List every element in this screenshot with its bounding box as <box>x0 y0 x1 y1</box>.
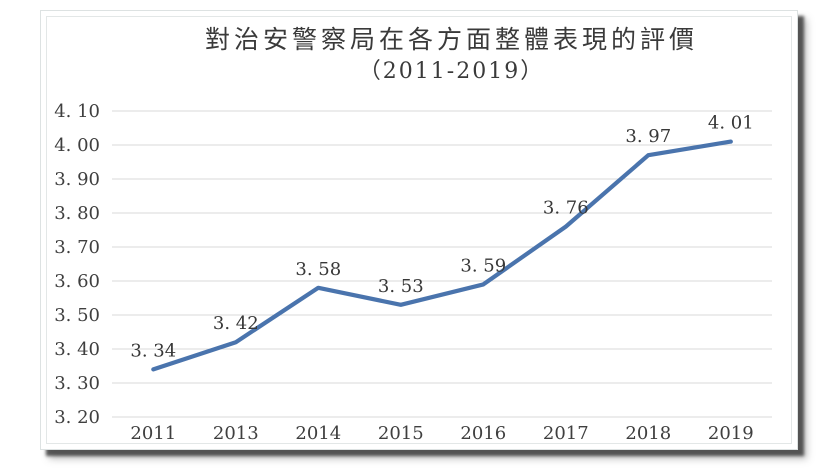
y-axis-tick-label: 3. 30 <box>54 373 100 394</box>
data-point-label: 3. 59 <box>460 255 506 276</box>
x-axis-tick-label: 2011 <box>130 423 176 444</box>
series-line <box>151 139 733 372</box>
x-axis-tick-label: 2014 <box>295 423 341 444</box>
y-axis-tick-label: 4. 00 <box>54 135 100 156</box>
x-axis-tick-label: 2017 <box>543 423 589 444</box>
y-axis-tick-label: 3. 90 <box>54 169 100 190</box>
chart-title-block: 對治安警察局在各方面整體表現的評價 （2011-2019） <box>112 23 791 87</box>
x-axis-tick-label: 2015 <box>378 423 424 444</box>
y-axis-tick-label: 3. 70 <box>54 237 100 258</box>
line-chart: 3. 20 3. 30 3. 40 3. 50 3. 60 3. 70 3. 80 3. 90… <box>54 101 772 444</box>
data-point-label: 4. 01 <box>708 113 754 134</box>
y-axis-tick-label: 3. 60 <box>54 271 100 292</box>
y-axis-tick-label: 3. 80 <box>54 203 100 224</box>
y-axis-tick-label: 3. 40 <box>54 339 100 360</box>
data-point-label: 3. 34 <box>130 340 176 361</box>
data-point-label: 3. 97 <box>625 126 671 147</box>
data-point-label: 3. 58 <box>295 259 341 280</box>
chart-title: 對治安警察局在各方面整體表現的評價 <box>204 25 698 54</box>
chart-subtitle: （2011-2019） <box>358 59 545 84</box>
x-axis-tick-label: 2018 <box>625 423 671 444</box>
data-point-label: 3. 76 <box>543 198 589 219</box>
data-point-label: 3. 42 <box>213 313 259 334</box>
chart-card: 對治安警察局在各方面整體表現的評價 （2011-2019） 3. 20 3. 30… <box>40 10 798 450</box>
y-axis-tick-label: 4. 10 <box>54 101 100 122</box>
y-axis-tick-label: 3. 20 <box>54 407 100 428</box>
data-point-label: 3. 53 <box>378 276 424 297</box>
x-axis-tick-label: 2016 <box>460 423 506 444</box>
x-axis-tick-label: 2019 <box>708 423 754 444</box>
x-axis-tick-label: 2013 <box>213 423 259 444</box>
y-axis-tick-label: 3. 50 <box>54 305 100 326</box>
